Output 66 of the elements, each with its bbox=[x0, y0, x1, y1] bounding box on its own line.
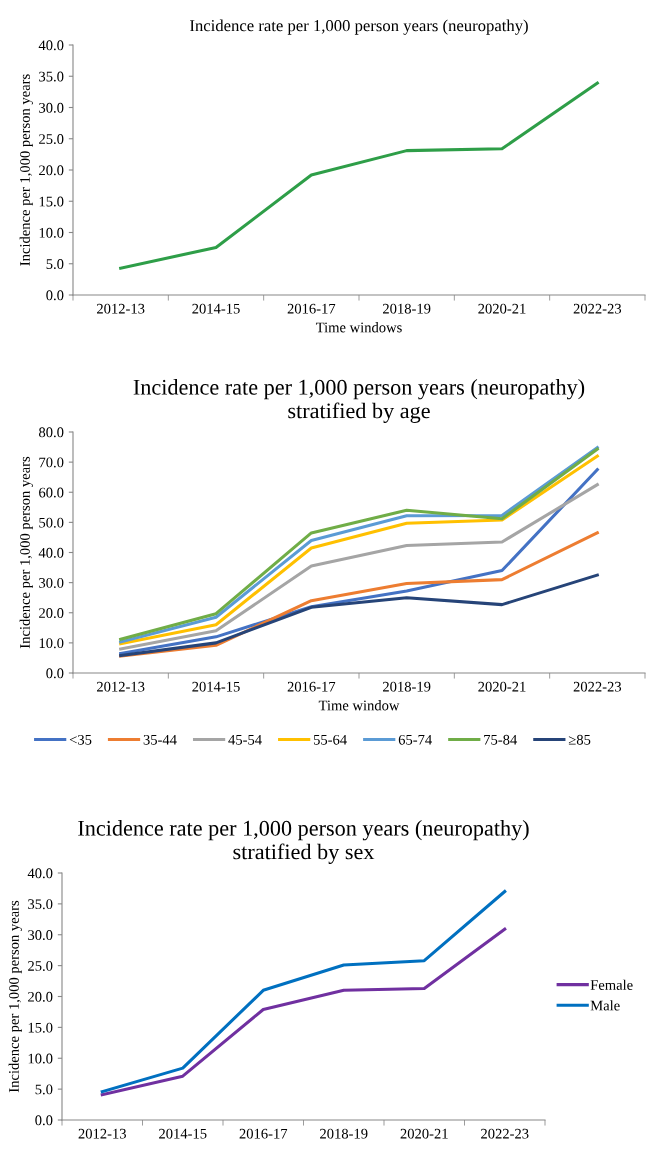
y-tick-label: 60.0 bbox=[39, 487, 64, 498]
x-axis-title: Time window bbox=[318, 700, 400, 711]
y-tick-label: 20.0 bbox=[39, 608, 64, 619]
y-tick-label: 70.0 bbox=[39, 457, 64, 468]
legend-label: <35 bbox=[69, 734, 92, 745]
y-tick-label: 5.0 bbox=[46, 259, 64, 270]
x-tick-label: 2014-15 bbox=[192, 681, 240, 692]
x-tick-label: 2016-17 bbox=[287, 681, 336, 692]
y-tick-label: 10.0 bbox=[39, 638, 64, 649]
y-tick-label: 40.0 bbox=[27, 868, 53, 879]
y-tick-label: 30.0 bbox=[39, 577, 64, 588]
legend-label: 55-64 bbox=[313, 734, 347, 745]
x-tick-label: 2012-13 bbox=[97, 681, 145, 692]
x-tick-label: 2022-23 bbox=[573, 681, 622, 692]
x-tick-label: 2016-17 bbox=[287, 303, 336, 314]
y-tick-label: 0.0 bbox=[35, 1115, 53, 1126]
y-tick-label: 50.0 bbox=[39, 517, 64, 528]
line-series bbox=[100, 927, 507, 1097]
x-tick-label: 2012-13 bbox=[78, 1128, 126, 1139]
x-tick-label: 2016-17 bbox=[239, 1128, 288, 1139]
legend-label: 65-74 bbox=[398, 734, 432, 745]
y-tick-label: 15.0 bbox=[28, 1022, 53, 1033]
y-tick-label: 35.0 bbox=[39, 71, 64, 82]
x-tick-label: 2022-23 bbox=[481, 1128, 529, 1139]
y-tick-label: 10.0 bbox=[28, 1053, 53, 1064]
chart-title: Incidence rate per 1,000 person years (neuropathy) stratified by age bbox=[133, 379, 585, 423]
y-tick-label: 5.0 bbox=[35, 1084, 53, 1095]
x-tick-label: 2020-21 bbox=[478, 303, 526, 314]
x-tick-label: 2020-21 bbox=[478, 681, 526, 692]
legend-label: 45-54 bbox=[228, 734, 262, 745]
y-axis-title: Incidence per 1,000 person years bbox=[8, 900, 22, 1093]
y-axis-title: Incidence per 1,000 person years bbox=[19, 456, 33, 649]
x-tick-label: 2018-19 bbox=[320, 1128, 368, 1139]
y-tick-label: 20.0 bbox=[39, 165, 64, 176]
chart-title: Incidence rate per 1,000 person years (neuropathy) stratified by sex bbox=[78, 820, 529, 864]
legend-label: 75-84 bbox=[484, 734, 518, 745]
x-axis-title: Time windows bbox=[315, 322, 402, 333]
x-tick-label: 2018-19 bbox=[383, 681, 431, 692]
y-tick-label: 35.0 bbox=[28, 899, 53, 910]
legend-label: 35-44 bbox=[143, 734, 177, 745]
line-series bbox=[119, 81, 599, 270]
x-tick-label: 2014-15 bbox=[192, 303, 240, 314]
y-tick-label: 25.0 bbox=[28, 960, 53, 971]
x-tick-label: 2018-19 bbox=[383, 303, 431, 314]
y-tick-label: 10.0 bbox=[39, 227, 64, 238]
line-series bbox=[119, 573, 599, 658]
legend-label: Male bbox=[590, 1000, 620, 1011]
y-tick-label: 25.0 bbox=[39, 134, 64, 145]
x-tick-label: 2014-15 bbox=[159, 1128, 207, 1139]
y-tick-label: 20.0 bbox=[28, 991, 53, 1002]
y-axis-title: Incidence per 1,000 person years bbox=[19, 74, 33, 266]
line-series bbox=[100, 889, 507, 1094]
y-tick-label: 40.0 bbox=[38, 40, 64, 51]
y-tick-label: 30.0 bbox=[39, 102, 64, 113]
x-tick-label: 2012-13 bbox=[97, 303, 145, 314]
x-tick-label: 2022-23 bbox=[573, 303, 622, 314]
y-tick-label: 0.0 bbox=[46, 290, 64, 301]
y-tick-label: 0.0 bbox=[46, 668, 64, 679]
x-tick-label: 2020-21 bbox=[400, 1128, 448, 1139]
chart-title: Incidence rate per 1,000 person years (neuropathy) bbox=[190, 19, 528, 35]
y-tick-label: 40.0 bbox=[38, 547, 64, 558]
legend-label: Female bbox=[590, 979, 633, 990]
legend-label: ≥85 bbox=[568, 734, 591, 745]
y-tick-label: 30.0 bbox=[28, 930, 53, 941]
y-tick-label: 80.0 bbox=[39, 427, 64, 438]
y-tick-label: 15.0 bbox=[39, 196, 64, 207]
